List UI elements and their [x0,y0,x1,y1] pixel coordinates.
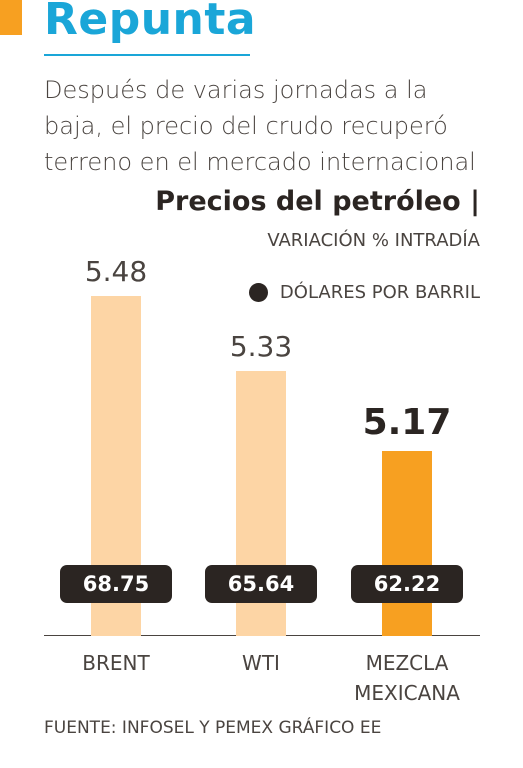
bar [382,451,432,636]
price-label: 65.64 [205,565,317,603]
subtitle: Después de varias jornadas a la baja, el… [44,76,476,176]
price-label: 68.75 [60,565,172,603]
legend-dot [248,283,268,302]
price-label: 62.22 [351,565,463,603]
source: FUENTE: INFOSEL Y PEMEX GRÁFICO EE [44,718,382,738]
x-tick-label: BRENT [82,651,150,675]
x-tick-label: WTI [242,651,280,675]
value-label: 5.33 [229,330,293,363]
x-tick-label: MEZCLA MEXICANA [354,651,460,705]
accent-block [0,0,22,35]
series-label: VARIACIÓN % INTRADÍA [267,230,480,251]
legend: DÓLARES POR BARRIL [248,282,480,303]
headline: Repunta [44,0,257,45]
headline-rule [44,54,250,56]
legend-label: DÓLARES POR BARRIL [279,282,480,303]
value-label: 5.48 [84,255,148,288]
value-label: 5.17 [362,402,452,443]
chart-title: Precios del petróleo | [155,186,480,217]
